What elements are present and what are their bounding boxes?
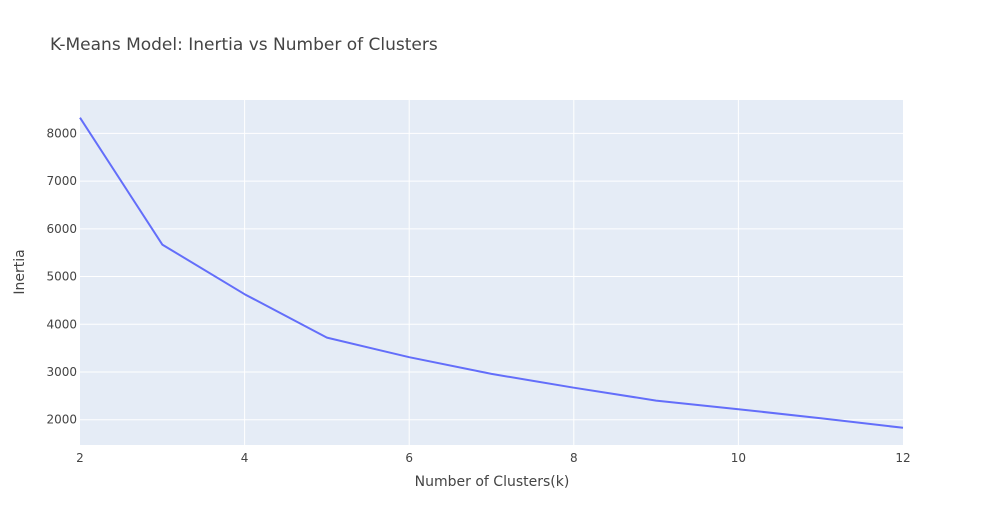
y-tick-label: 4000 <box>46 317 77 331</box>
data-point[interactable] <box>732 403 744 415</box>
x-gridlines <box>244 100 739 445</box>
data-point[interactable] <box>156 239 168 251</box>
y-gridlines <box>80 132 903 421</box>
x-tick-label: 4 <box>241 451 249 465</box>
y-tick-label: 6000 <box>46 222 77 236</box>
data-point[interactable] <box>897 422 909 434</box>
chart-title: K-Means Model: Inertia vs Number of Clus… <box>50 35 438 55</box>
y-tick-label: 2000 <box>46 413 77 427</box>
data-point[interactable] <box>321 332 333 344</box>
x-tick-label: 12 <box>895 451 910 465</box>
data-point[interactable] <box>486 368 498 380</box>
data-point[interactable] <box>650 395 662 407</box>
data-point[interactable] <box>239 288 251 300</box>
data-point[interactable] <box>74 112 86 124</box>
y-axis-title: Inertia <box>12 249 28 294</box>
y-tick-label: 8000 <box>46 126 77 140</box>
x-tick-labels: 2 4 6 8 10 12 <box>76 451 910 465</box>
plot-area <box>80 100 903 445</box>
y-tick-label: 7000 <box>46 174 77 188</box>
series-line <box>79 117 904 429</box>
x-tick-label: 2 <box>76 451 84 465</box>
x-tick-label: 8 <box>570 451 578 465</box>
y-tick-labels: 2000 3000 4000 5000 6000 7000 8000 <box>46 126 77 426</box>
data-point[interactable] <box>815 412 827 424</box>
y-tick-label: 3000 <box>46 365 77 379</box>
series-group <box>74 112 909 434</box>
data-point[interactable] <box>403 351 415 363</box>
data-point[interactable] <box>568 382 580 394</box>
x-tick-label: 10 <box>731 451 746 465</box>
x-axis-title: Number of Clusters(k) <box>415 474 570 490</box>
y-tick-label: 5000 <box>46 270 77 284</box>
x-tick-label: 6 <box>405 451 413 465</box>
